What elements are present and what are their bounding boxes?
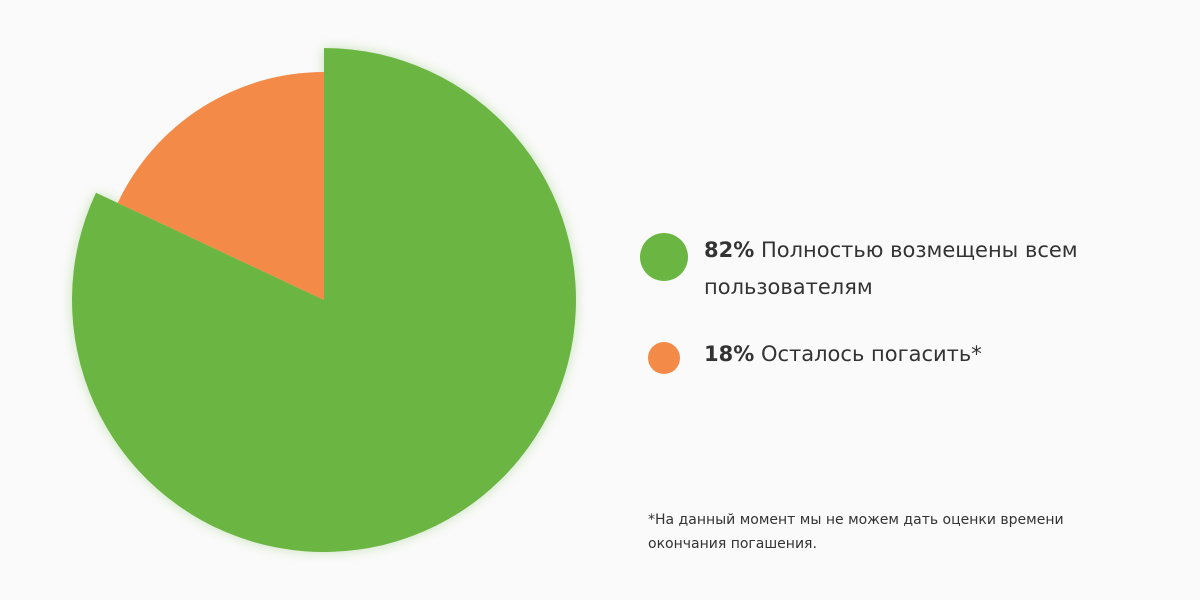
legend-text-repaid: 82% Полностью возмещены всем пользовател… [704,232,1160,306]
legend-value-repaid: 82% [704,238,755,262]
legend-item-repaid: 82% Полностью возмещены всем пользовател… [640,232,1160,306]
pie-chart [71,48,576,552]
legend-swatch-repaid [640,233,688,281]
legend-value-remaining: 18% [704,342,755,366]
legend-swatch-remaining [648,342,680,374]
legend-item-remaining: 18% Осталось погасить* [640,336,1160,374]
legend-text-remaining: 18% Осталось погасить* [704,336,982,373]
legend-label-remaining: Осталось погасить* [760,342,982,366]
pie-slice-remaining [117,72,324,300]
pie-slice-repaid [71,48,576,552]
pie-slices [71,48,576,552]
footnote: *На данный момент мы не можем дать оценк… [648,512,1064,552]
legend-label-repaid: Полностью возмещены всем пользователям [704,238,1078,299]
legend: 82% Полностью возмещены всем пользовател… [640,232,1160,374]
